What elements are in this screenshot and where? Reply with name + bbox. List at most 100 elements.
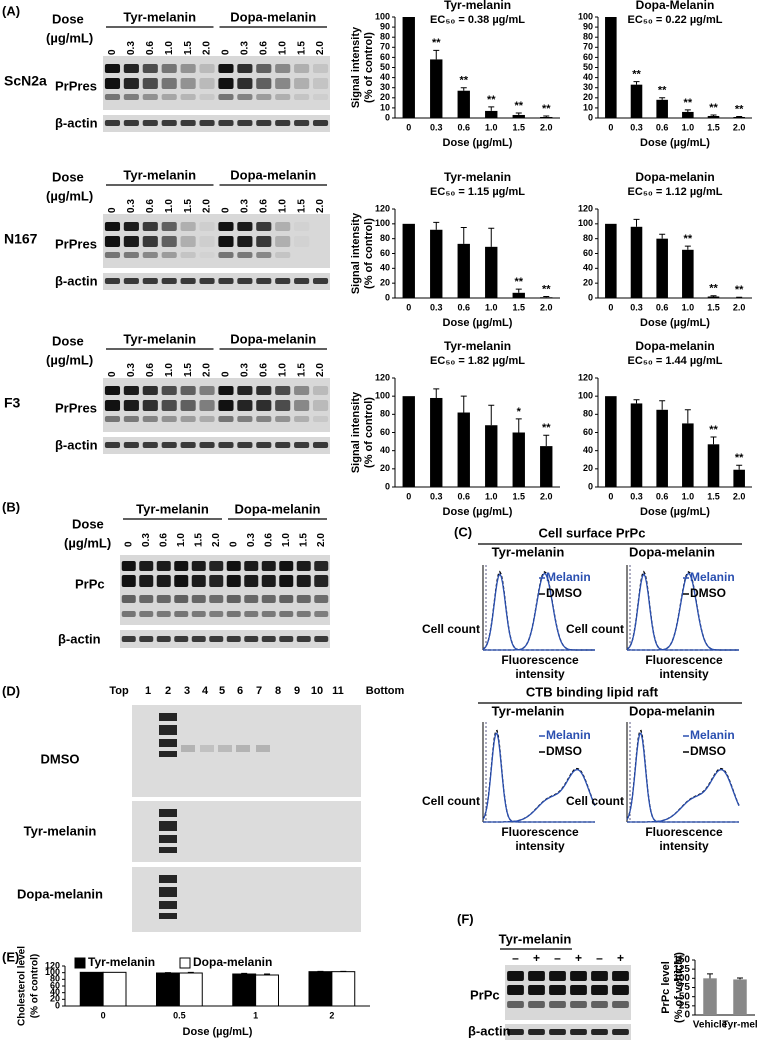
error-bar <box>711 296 717 297</box>
blot-band <box>181 222 196 231</box>
blot-band <box>157 636 171 642</box>
cell-line: ScN2a <box>4 73 47 89</box>
blot-band <box>162 120 177 126</box>
error-bar <box>634 82 640 85</box>
fraction-label: 9 <box>294 685 300 697</box>
blot-band <box>218 416 233 422</box>
y-tick-label: 120 <box>578 372 593 382</box>
error-bar <box>634 400 640 404</box>
legend-swatch <box>75 958 85 968</box>
error-bar <box>461 396 467 412</box>
y-tick-label: 90 <box>583 21 593 31</box>
blot-band <box>105 64 120 73</box>
axis-label: Fluorescence <box>645 825 723 839</box>
blot-band <box>237 120 252 126</box>
x-tick-label: 0 <box>608 491 613 501</box>
y-axis-label: Signal intensity <box>350 212 362 294</box>
blot-band <box>294 222 309 231</box>
blot-band <box>218 278 233 284</box>
row-label: Dopa-melanin <box>17 886 103 901</box>
blot-band <box>218 78 233 89</box>
y-tick-label: 0 <box>588 481 593 491</box>
blot-band <box>199 94 214 100</box>
blot-band <box>159 739 177 747</box>
fraction-label: Bottom <box>366 685 405 697</box>
blot-band <box>199 120 214 126</box>
band-label: β-actin <box>55 273 98 288</box>
y-axis-label: (% of control) <box>363 397 375 468</box>
x-axis-label: Dose (µg/mL) <box>183 1026 253 1038</box>
significance-label: ** <box>432 37 441 49</box>
blot-band <box>218 400 233 411</box>
group-label: Tyr-melanin <box>499 931 572 946</box>
blot-band <box>124 222 139 231</box>
blot-band <box>528 971 545 981</box>
blot-band <box>159 875 177 883</box>
bar <box>157 973 180 1006</box>
y-tick-label: 20 <box>380 92 390 102</box>
chart-subtitle: EC₅₀ = 1.12 µg/mL <box>628 186 723 198</box>
dose-title: Dose <box>52 169 84 184</box>
blot-band <box>297 561 311 571</box>
blot-band <box>159 725 177 735</box>
histogram-curve <box>627 770 739 822</box>
blot-band <box>237 94 252 100</box>
blot-band <box>612 971 629 981</box>
bar <box>430 59 442 118</box>
legend-label: Dopa-melanin <box>193 955 272 969</box>
blot-band <box>105 400 120 411</box>
x-tick-label: 2.0 <box>733 122 746 132</box>
blot-band <box>279 636 293 642</box>
blot-band <box>174 611 188 617</box>
blot-band <box>313 278 328 284</box>
axis-label: Fluorescence <box>501 825 579 839</box>
bar <box>179 973 202 1006</box>
blot-band <box>244 636 258 642</box>
histogram-curve <box>627 573 739 650</box>
blot-band <box>159 887 177 897</box>
error-bar <box>736 116 742 117</box>
row-label: Tyr-melanin <box>24 823 97 838</box>
blot-band <box>570 1001 587 1008</box>
fraction-label: 2 <box>165 685 171 697</box>
bar <box>631 227 643 298</box>
dose-label: 1.0 <box>277 41 288 55</box>
blot-band <box>122 575 136 587</box>
blot-band <box>297 595 311 603</box>
error-bar <box>488 228 494 247</box>
bar <box>233 974 256 1006</box>
blot-band <box>199 278 214 284</box>
blot-band <box>159 847 177 853</box>
group-label: Tyr-melanin <box>492 544 565 559</box>
blot-band <box>143 278 158 284</box>
group-label: Tyr-melanin <box>123 9 196 24</box>
y-tick-label: 100 <box>578 391 593 401</box>
y-axis-label: (% of control) <box>363 32 375 103</box>
blot-band <box>507 971 524 981</box>
dose-label: 0.6 <box>258 199 269 213</box>
y-axis-label: (% of control) <box>30 954 41 1018</box>
cell-line: F3 <box>4 395 21 411</box>
legend-swatch <box>180 958 190 968</box>
y-tick-label: 0 <box>385 481 390 491</box>
significance-label: ** <box>542 283 551 295</box>
blot-band <box>262 561 276 571</box>
band-label: β-actin <box>55 115 98 130</box>
blot-band <box>159 913 177 919</box>
dose-label: 2.0 <box>211 533 222 547</box>
x-axis-label: Dose (µg/mL) <box>443 506 513 518</box>
blot-band <box>162 442 177 448</box>
blot-band <box>262 575 276 587</box>
y-tick-label: 60 <box>380 248 390 258</box>
bar <box>656 100 668 118</box>
blot-band <box>279 575 293 587</box>
axis-label: Cell count <box>422 794 480 808</box>
blot-band <box>199 236 214 247</box>
x-tick-label: 0.3 <box>430 302 443 312</box>
group-label: Tyr-melanin <box>136 501 209 516</box>
x-tick-label: 0.3 <box>630 491 643 501</box>
dose-label: 0.6 <box>258 41 269 55</box>
bar <box>485 111 497 118</box>
significance-label: ** <box>632 69 641 81</box>
blot-band <box>275 442 290 448</box>
